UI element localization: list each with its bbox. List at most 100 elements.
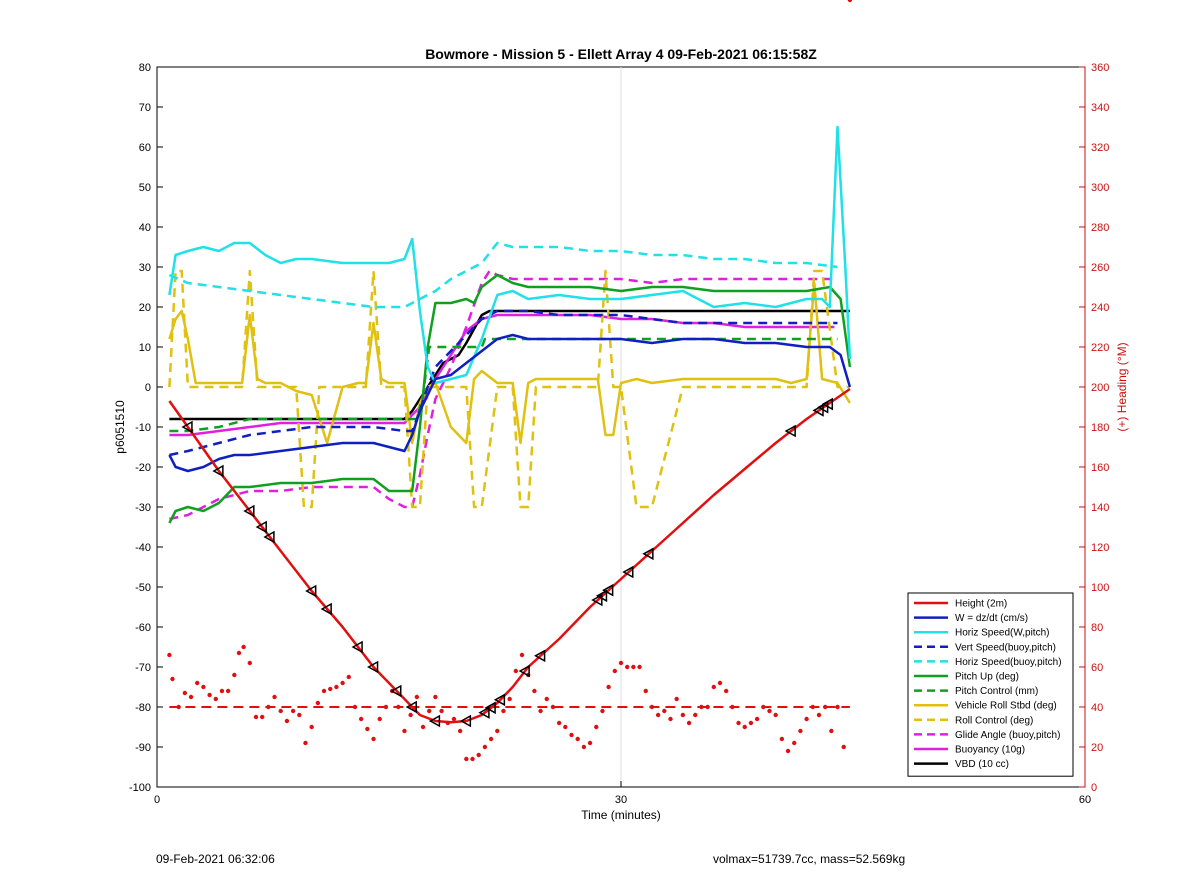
y-tick-label: -90	[135, 742, 151, 754]
heading-point	[705, 704, 710, 710]
heading-point	[358, 716, 364, 722]
heading-point	[225, 688, 231, 694]
heading-point	[637, 664, 642, 670]
heading-point	[470, 756, 475, 762]
heading-point	[835, 704, 840, 710]
heading-point	[167, 652, 172, 658]
x-tick-label: 0	[154, 794, 160, 806]
heading-point	[365, 726, 370, 732]
heading-point	[631, 664, 636, 670]
heading-point	[241, 644, 246, 650]
heading-point	[259, 714, 265, 720]
heading-point	[482, 744, 488, 750]
height-marker	[622, 565, 634, 579]
heading-point	[550, 704, 556, 710]
height-marker	[484, 701, 496, 715]
legend: Height (2m) W = dz/dt (cm/s) Horiz Speed(W…	[907, 592, 1074, 777]
heading-point	[829, 728, 834, 734]
height-marker	[534, 649, 546, 663]
y-tick-label: 40	[139, 222, 151, 234]
heading-point	[408, 712, 413, 718]
legend-box	[907, 592, 1074, 777]
legend-label: Pitch Up (deg)	[955, 672, 1019, 683]
heading-point	[321, 688, 327, 694]
series-line-vehicle-roll-stbd-deg	[168, 281, 851, 445]
y2-tick-label: 340	[1091, 102, 1109, 114]
heading-point	[414, 694, 420, 700]
height-marker	[518, 664, 530, 678]
height-marker	[642, 547, 654, 561]
y-tick-label: 20	[139, 302, 151, 314]
heading-point	[315, 700, 321, 706]
legend-label: Horiz Speed(W,pitch)	[955, 628, 1049, 639]
height-marker	[255, 520, 267, 534]
heading-point	[402, 728, 407, 734]
heading-point	[538, 708, 543, 714]
heading-point	[643, 688, 648, 694]
data-layer	[167, 0, 853, 762]
legend-label: Roll Control (deg)	[955, 715, 1033, 726]
heading-point	[420, 724, 426, 730]
y2-tick-label: 120	[1091, 542, 1109, 554]
heading-point	[587, 740, 593, 746]
heading-point	[792, 740, 797, 746]
heading-point	[513, 668, 519, 674]
y-tick-label: 60	[139, 142, 151, 154]
heading-point	[278, 708, 283, 714]
y2-tick-label: 200	[1091, 382, 1109, 394]
heading-point	[779, 736, 785, 742]
heading-point	[711, 684, 716, 690]
heading-point	[847, 0, 853, 3]
heading-point	[767, 708, 772, 714]
height-marker	[459, 714, 472, 728]
heading-point	[668, 716, 673, 722]
heading-point	[662, 708, 667, 714]
heading-point	[686, 720, 692, 726]
heading-point	[624, 664, 630, 670]
heading-point	[581, 744, 587, 750]
heading-point	[594, 724, 599, 730]
heading-point	[748, 720, 754, 726]
height-marker	[493, 693, 506, 707]
heading-point	[618, 660, 624, 666]
legend-label: Vert Speed(buoy,pitch)	[955, 642, 1056, 653]
series-line-buoyancy-10g	[169, 313, 835, 437]
heading-point	[427, 708, 432, 714]
series-line-pitch-up-deg	[168, 273, 852, 524]
legend-label: Buoyancy (10g)	[955, 745, 1025, 756]
heading-point	[328, 686, 333, 692]
heading-point	[371, 736, 376, 742]
heading-point	[284, 718, 290, 724]
heading-point	[170, 676, 175, 682]
heading-point	[236, 650, 242, 656]
y2-tick-label: 180	[1091, 422, 1109, 434]
y-tick-label: -50	[135, 582, 151, 594]
heading-point	[693, 712, 698, 718]
legend-label: Vehicle Roll Stbd (deg)	[955, 701, 1057, 712]
heading-point	[674, 696, 679, 702]
heading-point	[219, 688, 225, 694]
y2-tick-label: 320	[1091, 142, 1109, 154]
heading-point	[451, 716, 457, 722]
height-marker	[366, 660, 379, 674]
legend-label: Horiz Speed(buoy,pitch)	[955, 657, 1062, 668]
heading-point	[272, 694, 277, 700]
y-tick-label: 50	[139, 182, 151, 194]
y-tick-label: 80	[139, 62, 151, 74]
heading-point	[563, 724, 568, 730]
height-marker	[212, 464, 224, 478]
y-tick-label: 0	[145, 382, 151, 394]
y2-tick-label: 40	[1091, 702, 1103, 714]
height-marker	[243, 504, 255, 518]
y2-tick-label: 360	[1091, 62, 1109, 74]
y-tick-label: 70	[139, 102, 151, 114]
series-line-w-dz-dt-cm-s	[168, 333, 852, 473]
height-marker	[591, 593, 603, 607]
y-tick-label: -30	[135, 502, 151, 514]
heading-point	[476, 752, 481, 758]
heading-point	[532, 688, 537, 694]
heading-point	[457, 728, 463, 734]
legend-label: W = dz/dt (cm/s)	[955, 613, 1028, 624]
y-axis-label: p6051510	[113, 400, 127, 454]
